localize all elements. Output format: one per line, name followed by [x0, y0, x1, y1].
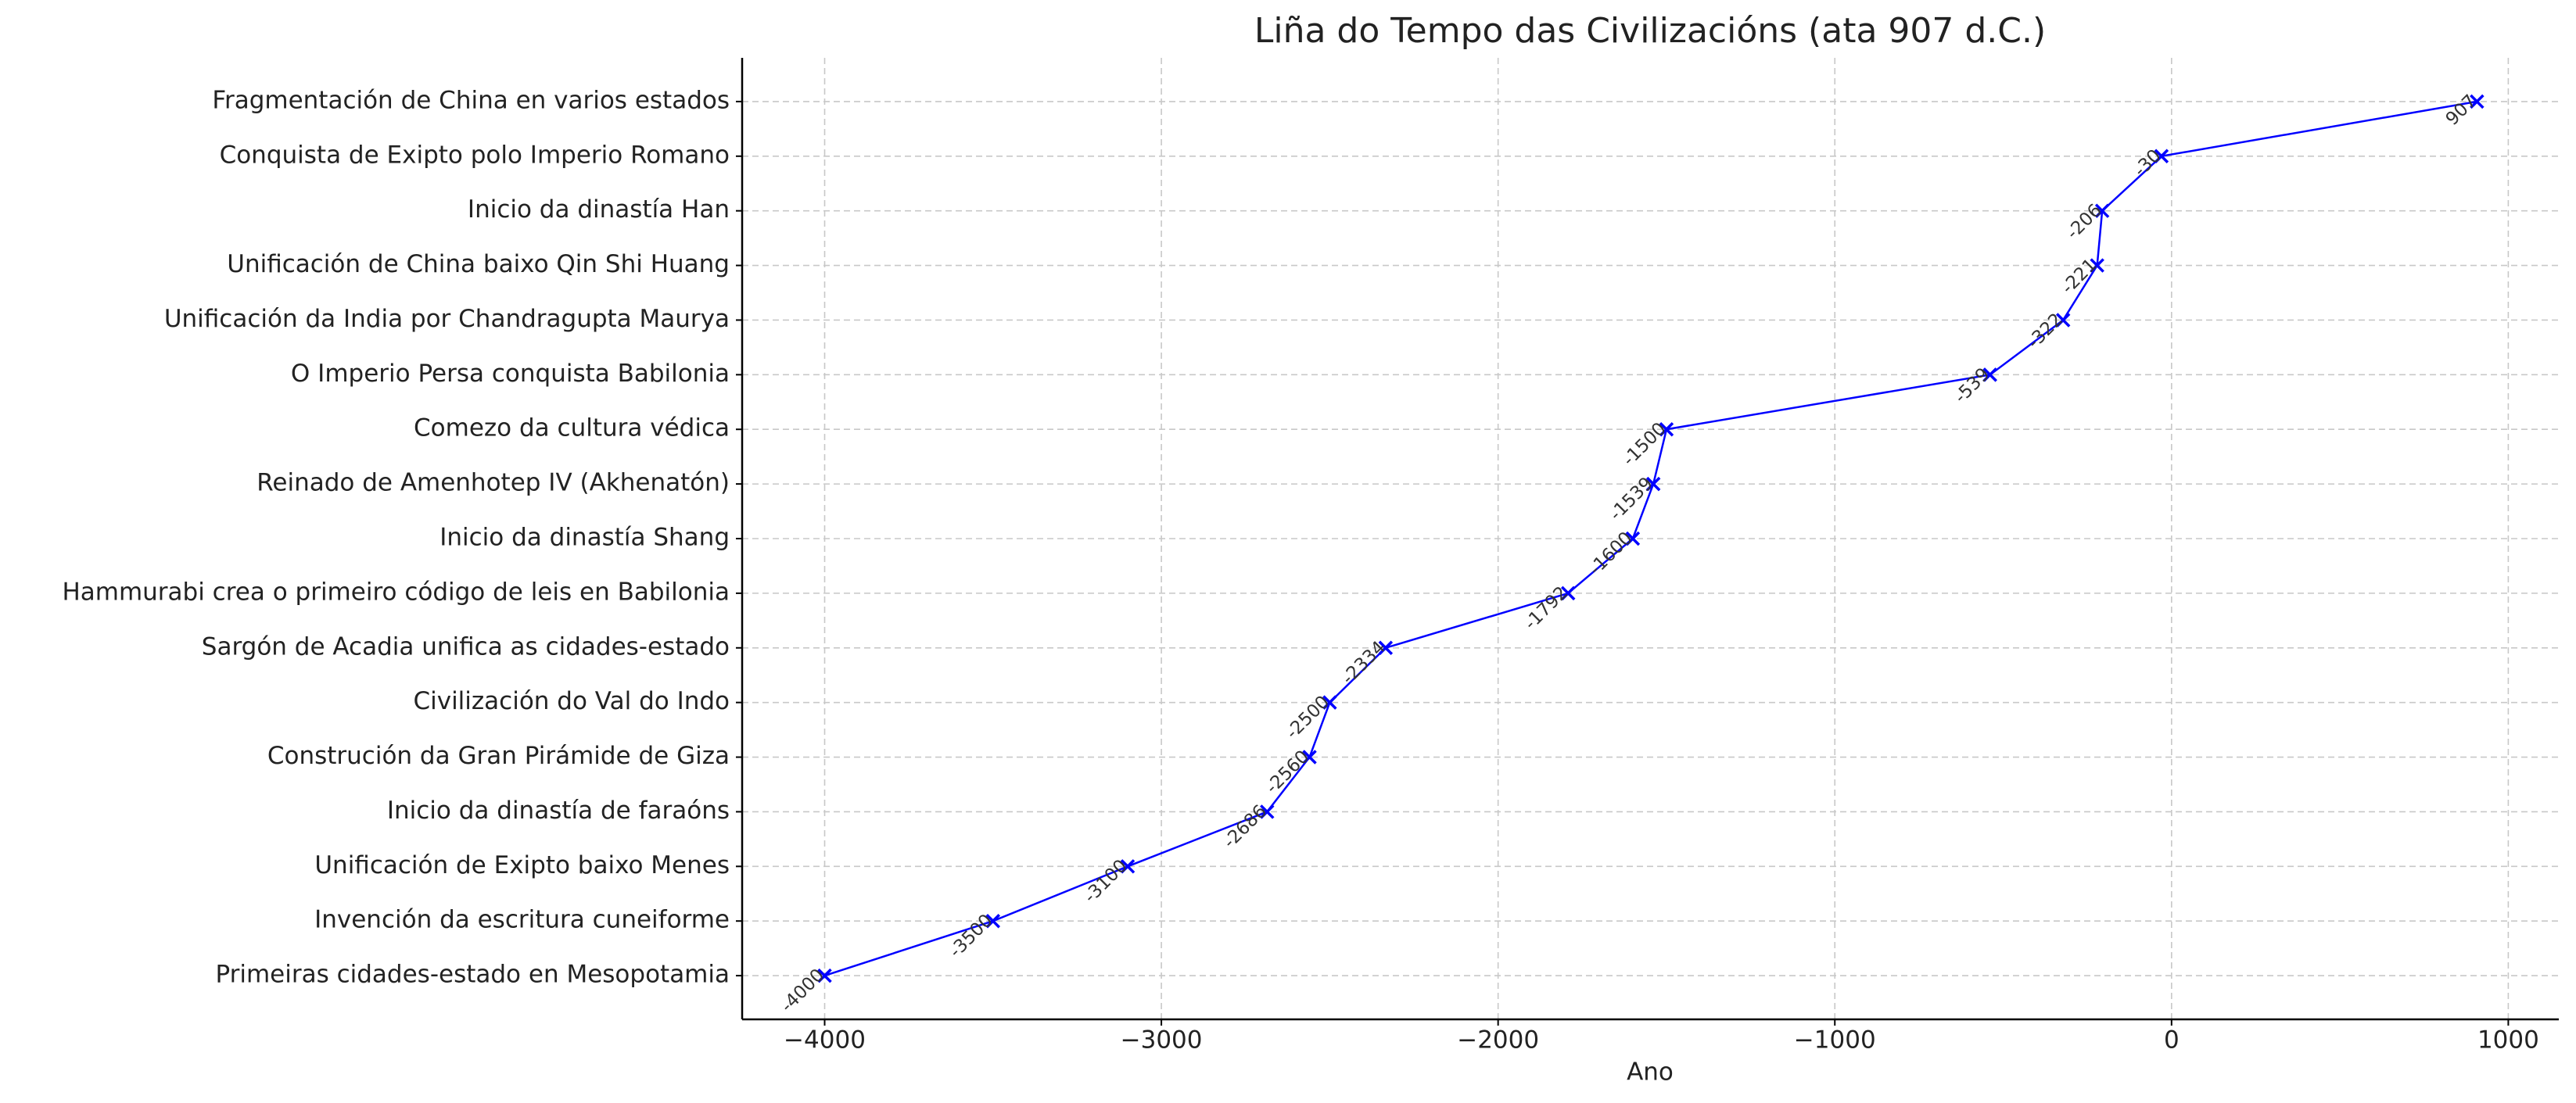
point-marker	[1625, 531, 1641, 546]
y-tick-label: Inicio da dinastía Han	[468, 195, 730, 224]
x-tick-label: 1000	[2477, 1026, 2539, 1055]
y-tick-label: Inicio da dinastía Shang	[439, 524, 730, 552]
x-tick-label: −2000	[1457, 1026, 1539, 1055]
point-marker	[2470, 94, 2485, 109]
data-label: -1600	[1585, 528, 1637, 579]
point-marker	[2094, 203, 2110, 218]
point-marker	[2090, 258, 2104, 273]
x-tick-label: 0	[2164, 1026, 2180, 1055]
point-marker	[2055, 313, 2071, 328]
y-tick-label: Unificación de Exipto baixo Menes	[314, 851, 730, 879]
y-tick-label: Invención da escritura cuneiforme	[314, 906, 730, 934]
data-label: -3100	[1080, 856, 1132, 908]
y-tick-label: Inicio da dinastía de faraóns	[387, 797, 730, 825]
data-label: 907	[2442, 91, 2481, 129]
y-tick-label: Comezo da cultura védica	[414, 414, 730, 442]
point-marker	[1560, 586, 1576, 601]
y-tick-label: Sargón de Acadia unifica as cidades-esta…	[202, 632, 730, 661]
y-tick-label: Hammurabi crea o primeiro código de leis…	[62, 578, 730, 606]
data-label: -4000	[777, 965, 829, 1017]
data-label: -3500	[945, 911, 997, 962]
y-tick-label: O Imperio Persa conquista Babilonia	[291, 360, 730, 388]
data-label: -30	[2130, 145, 2165, 181]
y-tick-label: Unificación de China baixo Qin Shi Huang	[227, 250, 730, 278]
data-label: -2500	[1283, 692, 1334, 743]
data-label: -2334	[1338, 637, 1390, 689]
x-tick-label: −4000	[784, 1026, 866, 1055]
x-tick-label: −1000	[1794, 1026, 1876, 1055]
point-marker	[1260, 804, 1275, 819]
point-marker	[817, 968, 832, 983]
y-tick-label: Unificación da India por Chandragupta Ma…	[164, 305, 730, 333]
y-tick-label: Conquista de Exipto polo Imperio Romano	[220, 141, 730, 169]
y-tick-label: Reinado de Amenhotep IV (Akhenatón)	[257, 469, 730, 497]
data-label: -2560	[1262, 747, 1314, 798]
data-label: -1792	[1520, 582, 1572, 634]
chart-title: Liña do Tempo das Civilizacións (ata 907…	[1254, 11, 2046, 51]
y-tick-label: Civilización do Val do Indo	[413, 687, 730, 715]
point-marker	[1982, 367, 1997, 382]
data-label: -1539	[1606, 474, 1657, 525]
point-marker	[1302, 750, 1317, 765]
y-tick-label: Construción da Gran Pirámide de Giza	[267, 742, 730, 770]
point-marker	[1120, 859, 1136, 874]
point-marker	[1322, 695, 1337, 710]
point-marker	[985, 913, 1001, 929]
y-tick-label: Primeiras cidades-estado en Mesopotamia	[215, 961, 730, 989]
point-marker	[1659, 421, 1674, 437]
x-axis-label: Ano	[1627, 1058, 1674, 1087]
point-marker	[1645, 476, 1661, 492]
y-tick-label: Fragmentación de China en varios estados	[212, 86, 730, 114]
point-marker	[1378, 640, 1394, 656]
point-marker	[2154, 149, 2169, 164]
x-tick-label: −3000	[1121, 1026, 1203, 1055]
